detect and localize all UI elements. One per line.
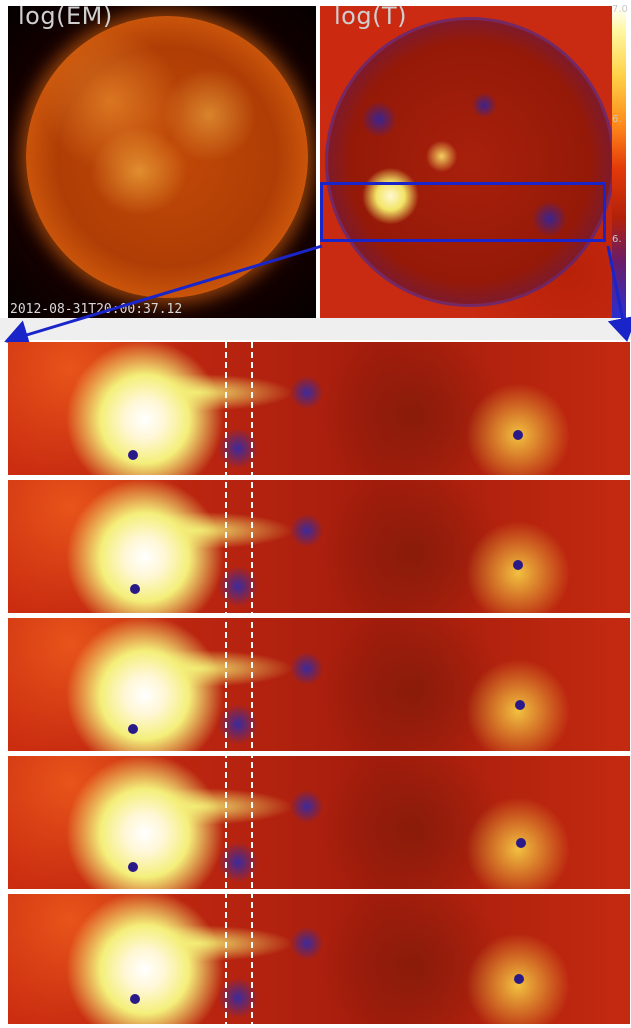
colorbar-label-mid: 6. bbox=[612, 114, 622, 125]
temperature-image-panel: log(T) bbox=[320, 6, 612, 318]
dark-spot-icon bbox=[128, 862, 138, 872]
dark-spot-icon bbox=[513, 430, 523, 440]
dark-spot-icon bbox=[130, 994, 140, 1004]
zoom-frame-4 bbox=[8, 756, 630, 891]
zoom-frame-2 bbox=[8, 480, 630, 615]
zoom-region-box bbox=[320, 182, 606, 242]
zoom-frame-1 bbox=[8, 342, 630, 477]
colorbar-label-top: 7.0 bbox=[612, 4, 628, 15]
zoom-frame-5 bbox=[8, 894, 630, 1026]
em-image-panel: log(EM) 2012-08-31T20:00:37.12 bbox=[8, 6, 316, 318]
zoom-arrow-right bbox=[606, 245, 631, 342]
dark-spot-icon bbox=[514, 974, 524, 984]
sun-disk-em bbox=[26, 16, 308, 298]
dark-spot-icon bbox=[513, 560, 523, 570]
sun-disk-temperature bbox=[328, 20, 612, 304]
zoom-frame-3 bbox=[8, 618, 630, 753]
timestamp-label: 2012-08-31T20:00:37.12 bbox=[10, 302, 183, 317]
colorbar-label-low: 6. bbox=[612, 234, 622, 245]
dark-spot-icon bbox=[130, 584, 140, 594]
dark-spot-icon bbox=[128, 724, 138, 734]
t-panel-title: log(T) bbox=[334, 6, 407, 30]
zoomed-frame-sequence bbox=[8, 342, 630, 1026]
dark-spot-icon bbox=[516, 838, 526, 848]
dark-spot-icon bbox=[515, 700, 525, 710]
zoom-connector-arrows bbox=[4, 244, 631, 350]
colorbar bbox=[612, 6, 626, 318]
separator-band bbox=[0, 318, 631, 340]
dark-spot-icon bbox=[128, 450, 138, 460]
zoom-arrow-left bbox=[4, 244, 323, 350]
em-panel-title: log(EM) bbox=[18, 6, 113, 30]
